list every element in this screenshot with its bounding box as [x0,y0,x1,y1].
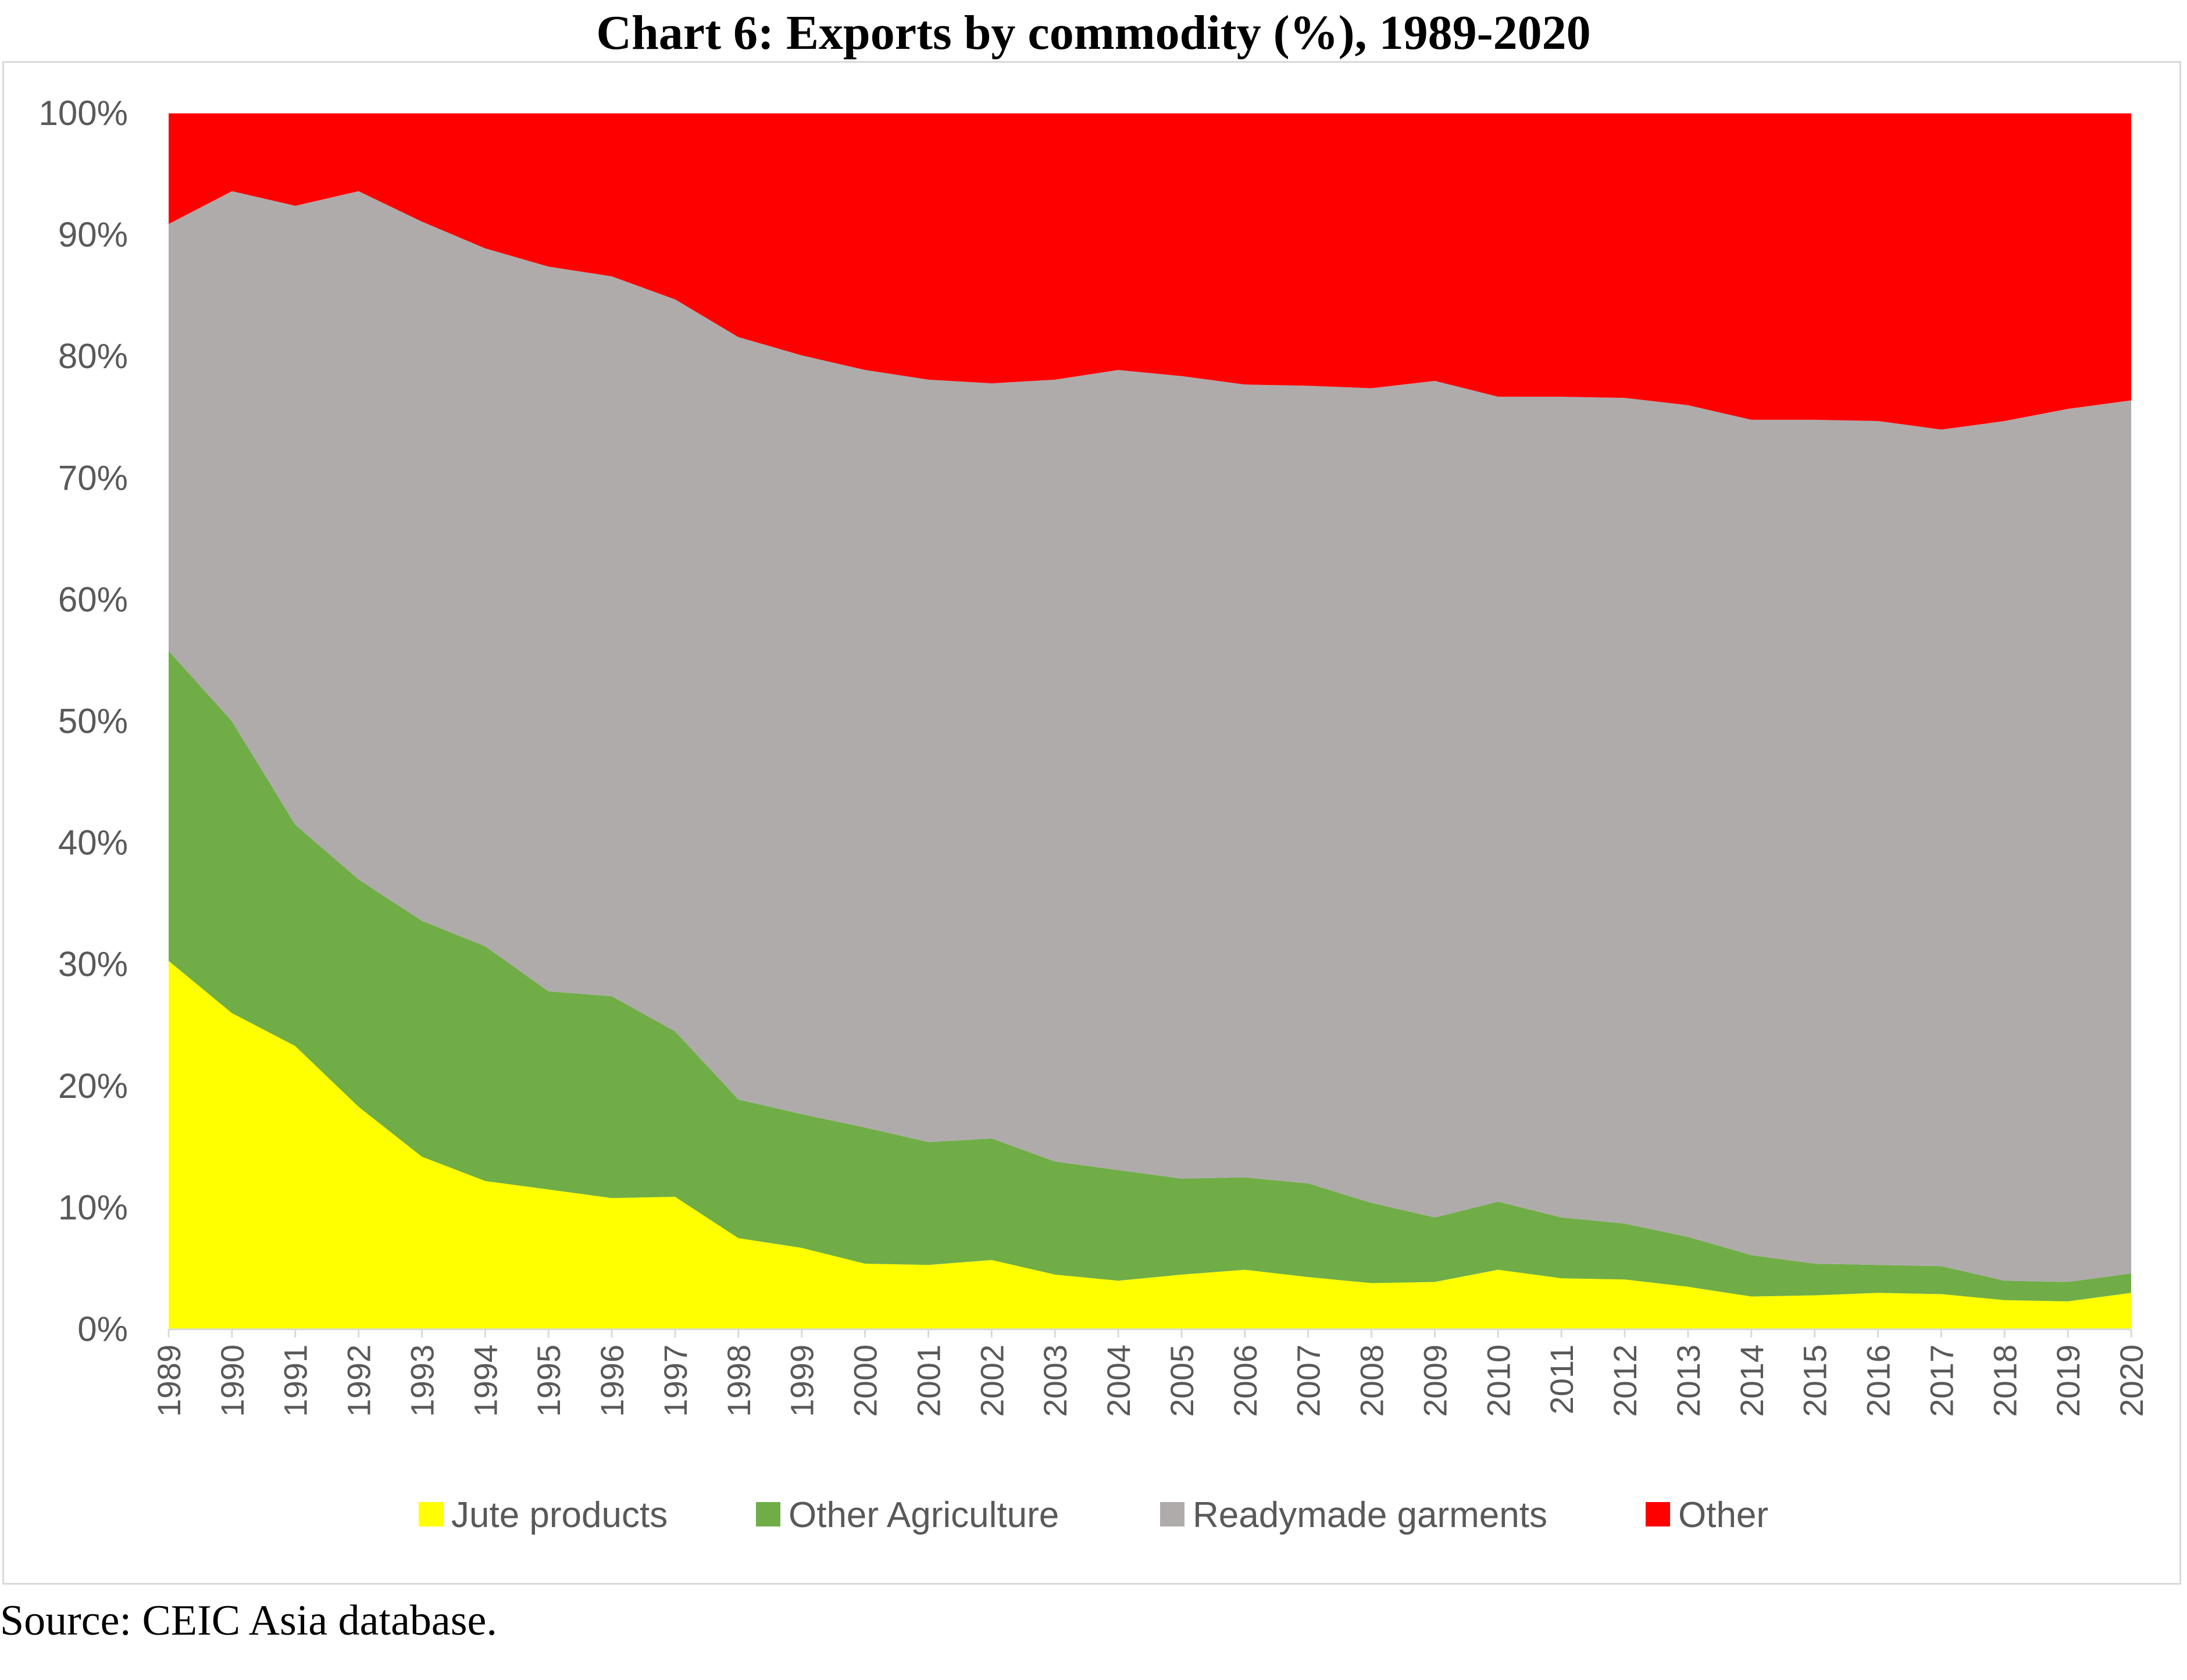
x-tick-label: 2016 [1860,1344,1897,1417]
x-tick-label: 2014 [1733,1344,1770,1417]
legend-swatch-jute-products [419,1502,443,1526]
x-axis: 1989 1990 1991 1992 1993 1994 1995 1996 1997 1998… [151,1328,2150,1417]
x-tick-label: 1993 [404,1344,441,1417]
x-tick-label: 2002 [973,1344,1010,1417]
x-tick-label: 2009 [1417,1344,1453,1417]
source-note: Source: CEIC Asia database. [0,1597,497,1645]
y-tick-label: 20% [58,1067,128,1105]
x-tick-label: 2019 [2050,1344,2086,1417]
y-axis: 0% 10% 20% 30% 40% 50% 60% 70% 80% 90% 100% [39,94,128,1349]
x-tick-label: 2003 [1037,1344,1073,1417]
x-tick-label: 2015 [1797,1344,1833,1417]
y-tick-label: 80% [58,337,128,376]
y-tick-label: 90% [58,215,128,254]
x-tick-label: 2011 [1543,1344,1580,1414]
x-tick-label: 2010 [1480,1344,1517,1417]
area-readymade-garments [169,191,2131,1282]
x-tick-label: 1995 [530,1344,567,1417]
legend-label-other: Other [1678,1495,1768,1535]
y-tick-label: 40% [58,823,128,862]
legend-swatch-readymade-garments [1160,1502,1185,1526]
x-tick-label: 1999 [784,1344,820,1417]
x-tick-label: 2000 [847,1344,884,1417]
x-tick-label: 2007 [1290,1344,1327,1417]
x-tick-label: 2020 [2113,1344,2150,1417]
y-tick-label: 0% [77,1310,128,1349]
x-tick-label: 1994 [467,1344,504,1417]
legend: Jute products Other Agriculture Readymade … [419,1495,1768,1535]
x-tick-label: 2012 [1607,1344,1643,1417]
area-other-agriculture [169,651,2131,1301]
legend-label-jute-products: Jute products [451,1495,668,1535]
x-tick-label: 2001 [911,1344,947,1417]
x-tick-label: 2004 [1100,1344,1137,1417]
x-tick-label: 1991 [277,1344,314,1417]
x-tick-label: 2018 [1986,1344,2023,1417]
legend-swatch-other [1646,1502,1670,1526]
area-other [169,113,2131,430]
x-tick-label: 1997 [657,1344,694,1417]
x-tick-label: 1998 [720,1344,757,1417]
y-tick-label: 10% [58,1188,128,1227]
legend-label-readymade-garments: Readymade garments [1193,1495,1547,1535]
x-tick-label: 2006 [1227,1344,1264,1417]
x-tick-label: 2005 [1164,1344,1200,1417]
x-tick-label: 2008 [1354,1344,1390,1417]
legend-label-other-agriculture: Other Agriculture [789,1495,1059,1535]
area-jute-products [169,961,2131,1329]
x-tick-label: 1989 [151,1344,187,1417]
chart-frame [2,61,2181,1585]
y-tick-label: 30% [58,945,128,984]
stacked-area-chart: 0%10%20%30%40%50%60%70%80%90%100% 1989 19… [39,94,2150,1535]
x-tick-label: 1992 [341,1344,377,1417]
x-tick-label: 1996 [594,1344,630,1417]
y-tick-label: 60% [58,580,128,619]
chart-title: Chart 6: Exports by commodity (%), 1989-… [596,6,1591,60]
legend-swatch-other-agriculture [756,1502,780,1526]
x-tick-label: 2013 [1670,1344,1707,1417]
area-layers [169,113,2131,1329]
y-tick-label: 50% [58,702,128,741]
x-tick-label: 1990 [214,1344,251,1417]
y-tick-label: 100% [39,94,128,133]
x-tick-label: 2017 [1923,1344,1960,1417]
y-tick-label: 70% [58,458,128,497]
